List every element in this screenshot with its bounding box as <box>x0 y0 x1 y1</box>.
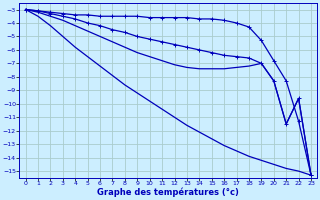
X-axis label: Graphe des températures (°c): Graphe des températures (°c) <box>97 188 239 197</box>
